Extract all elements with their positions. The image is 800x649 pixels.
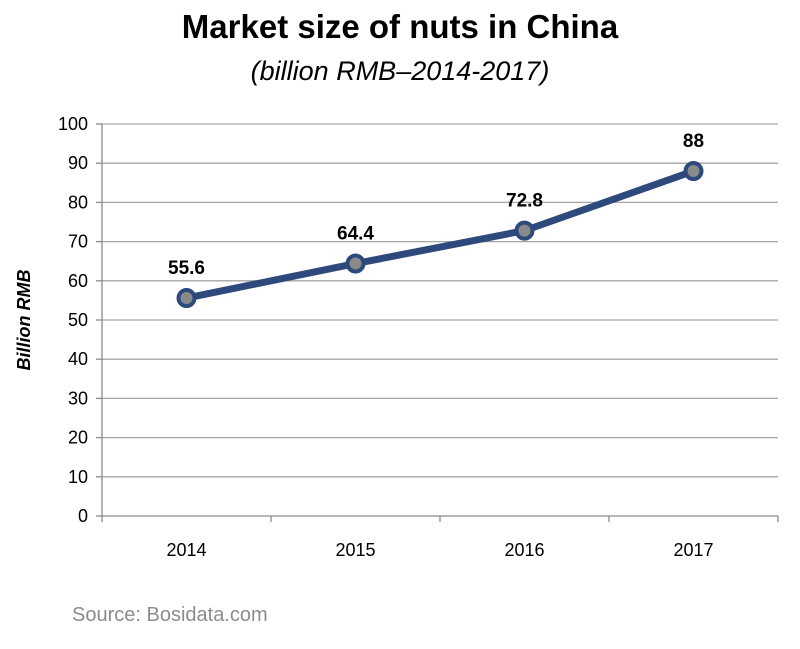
y-tick-label: 70 xyxy=(68,232,88,252)
data-point xyxy=(683,161,704,182)
y-tick-label: 80 xyxy=(68,192,88,212)
series-line-layer xyxy=(183,167,697,302)
x-tick-label: 2017 xyxy=(673,540,713,560)
data-point xyxy=(176,288,197,309)
y-tick-label: 60 xyxy=(68,271,88,291)
gridlines xyxy=(102,123,778,478)
y-tick-label: 30 xyxy=(68,388,88,408)
x-tick-label: 2015 xyxy=(335,540,375,560)
y-tick-label: 10 xyxy=(68,467,88,487)
y-tick-label: 20 xyxy=(68,428,88,448)
markers xyxy=(176,161,704,309)
data-point xyxy=(514,220,535,241)
x-tick-label: 2014 xyxy=(166,540,206,560)
x-tick-label: 2016 xyxy=(504,540,544,560)
y-axis: 0 10 20 30 40 50 60 70 80 90 100 xyxy=(58,114,103,526)
data-point xyxy=(345,253,366,274)
y-tick-label: 0 xyxy=(78,506,88,526)
y-tick-label: 100 xyxy=(58,114,88,134)
data-labels: 55.6 64.4 72.8 88 xyxy=(168,131,704,279)
y-axis-title: Billion RMB xyxy=(14,270,34,371)
x-axis: 2014 2015 2016 2017 xyxy=(101,515,779,560)
series-line xyxy=(183,167,697,302)
y-tick-label: 40 xyxy=(68,349,88,369)
data-label: 72.8 xyxy=(506,191,543,212)
chart-subtitle: (billion RMB–2014-2017) xyxy=(250,56,550,86)
data-label: 88 xyxy=(683,131,704,152)
data-label: 55.6 xyxy=(168,258,205,279)
chart-title: Market size of nuts in China xyxy=(181,8,619,45)
y-tick-label: 90 xyxy=(68,153,88,173)
source-note: Source: Bosidata.com xyxy=(72,604,268,626)
y-tick-label: 50 xyxy=(68,310,88,330)
data-label: 64.4 xyxy=(337,224,374,245)
